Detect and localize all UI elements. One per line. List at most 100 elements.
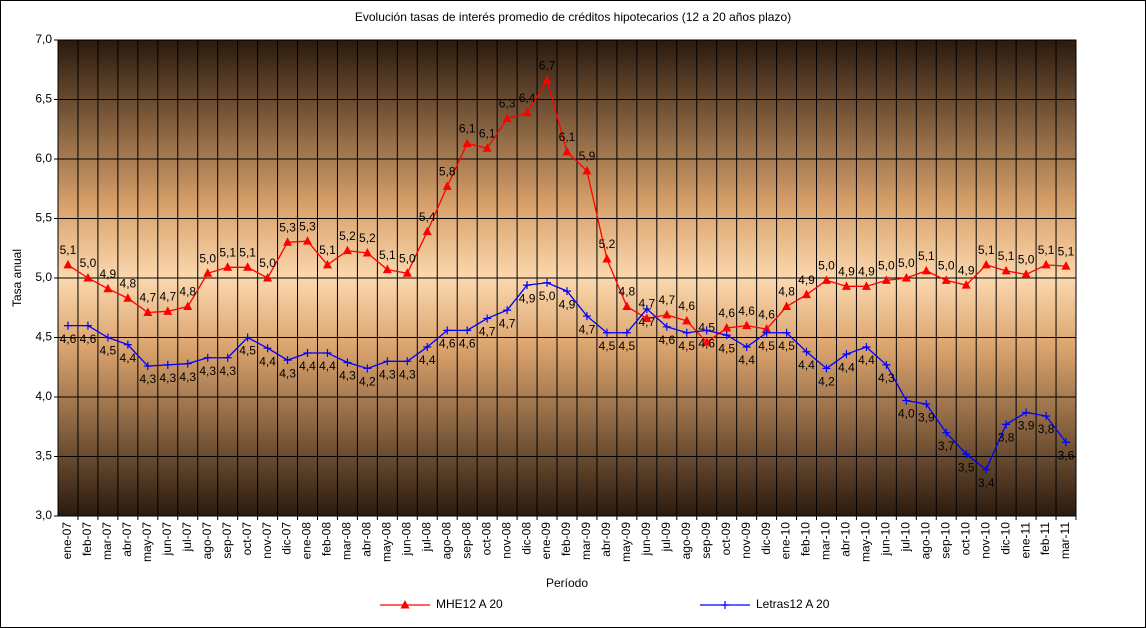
data-label: 4,7 xyxy=(479,325,496,339)
data-label: 4,8 xyxy=(778,285,795,299)
x-tick-label: jul-08 xyxy=(419,522,433,553)
marker xyxy=(342,245,352,255)
x-tick-label: ene-09 xyxy=(539,522,553,560)
marker xyxy=(543,278,552,287)
data-label: 4,3 xyxy=(179,370,196,384)
marker xyxy=(702,326,711,335)
y-tick-label: 3,5 xyxy=(35,449,52,463)
marker xyxy=(882,360,891,369)
marker xyxy=(123,340,132,349)
x-tick-label: oct-09 xyxy=(719,522,733,556)
marker xyxy=(921,265,931,275)
data-label: 3,9 xyxy=(1018,419,1035,433)
x-tick-label: may-08 xyxy=(380,522,394,562)
marker xyxy=(143,362,152,371)
x-tick-label: oct-07 xyxy=(240,522,254,556)
x-tick-label: oct-10 xyxy=(958,522,972,556)
marker xyxy=(861,281,871,290)
marker xyxy=(243,262,253,271)
y-axis-label: Tasa anual xyxy=(10,249,24,307)
data-label: 4,3 xyxy=(878,371,895,385)
marker xyxy=(103,333,112,342)
data-label: 4,3 xyxy=(139,372,156,386)
x-tick-label: sep-08 xyxy=(459,522,473,559)
x-tick-label: feb-09 xyxy=(559,522,573,556)
data-label: 4,4 xyxy=(738,353,755,367)
x-tick-label: abr-08 xyxy=(360,522,374,557)
data-label: 6,4 xyxy=(519,91,536,105)
marker xyxy=(802,347,811,356)
marker xyxy=(63,321,72,330)
marker xyxy=(1021,269,1031,278)
data-label: 5,1 xyxy=(219,245,236,259)
data-label: 5,1 xyxy=(978,243,995,257)
data-label: 4,0 xyxy=(898,407,915,421)
data-label: 3,4 xyxy=(978,476,995,490)
data-label: 4,4 xyxy=(798,358,815,372)
marker xyxy=(83,273,93,282)
data-label: 3,6 xyxy=(1058,448,1075,462)
data-label: 4,5 xyxy=(718,341,735,355)
marker xyxy=(762,324,772,333)
marker xyxy=(1041,259,1051,269)
data-label: 4,6 xyxy=(678,299,695,313)
y-tick-label: 4,0 xyxy=(35,389,52,403)
data-label: 4,5 xyxy=(239,344,256,358)
data-label: 3,9 xyxy=(918,410,935,424)
marker xyxy=(183,359,192,368)
x-tick-label: mar-09 xyxy=(579,522,593,560)
marker xyxy=(742,343,751,352)
y-tick-label: 5,5 xyxy=(35,211,52,225)
data-label: 5,0 xyxy=(818,259,835,273)
marker xyxy=(862,343,871,352)
marker xyxy=(1042,412,1051,421)
data-label: 5,3 xyxy=(279,220,296,234)
x-tick-label: ene-08 xyxy=(300,522,314,560)
marker xyxy=(183,301,193,311)
marker xyxy=(682,328,691,337)
data-label: 5,1 xyxy=(379,248,396,262)
marker xyxy=(363,364,372,373)
data-label: 4,3 xyxy=(199,364,216,378)
marker xyxy=(263,273,273,282)
data-label: 5,0 xyxy=(80,256,97,270)
marker xyxy=(362,248,372,257)
marker xyxy=(522,107,532,117)
marker xyxy=(1061,261,1071,270)
data-label: 6,3 xyxy=(499,97,516,111)
data-label: 4,9 xyxy=(838,265,855,279)
data-label: 5,9 xyxy=(579,149,596,163)
marker xyxy=(263,344,272,353)
data-label: 4,7 xyxy=(658,293,675,307)
data-label: 4,3 xyxy=(219,364,236,378)
data-label: 4,3 xyxy=(279,366,296,380)
marker xyxy=(402,268,412,277)
marker xyxy=(821,275,831,284)
marker xyxy=(942,428,951,437)
x-tick-label: ene-07 xyxy=(60,522,74,560)
marker xyxy=(802,289,812,299)
x-tick-label: jul-09 xyxy=(659,522,673,553)
data-label: 5,2 xyxy=(339,229,356,243)
marker xyxy=(901,273,911,282)
x-tick-label: feb-08 xyxy=(320,522,334,556)
x-tick-label: dic-09 xyxy=(759,522,773,555)
data-label: 5,3 xyxy=(299,219,316,233)
marker xyxy=(163,360,172,369)
data-label: 4,6 xyxy=(738,304,755,318)
x-tick-label: jun-07 xyxy=(160,522,174,557)
data-label: 4,8 xyxy=(120,276,137,290)
data-label: 5,1 xyxy=(998,249,1015,263)
marker xyxy=(702,337,712,346)
marker xyxy=(1001,265,1011,275)
data-label: 4,6 xyxy=(758,307,775,321)
x-tick-label: jun-09 xyxy=(639,522,653,557)
y-tick-label: 3,0 xyxy=(35,508,52,522)
y-tick-label: 6,5 xyxy=(35,92,52,106)
data-label: 5,1 xyxy=(239,245,256,259)
data-label: 5,0 xyxy=(399,251,416,265)
x-tick-label: mar-08 xyxy=(340,522,354,560)
data-label: 5,4 xyxy=(419,210,436,224)
marker xyxy=(303,348,312,357)
